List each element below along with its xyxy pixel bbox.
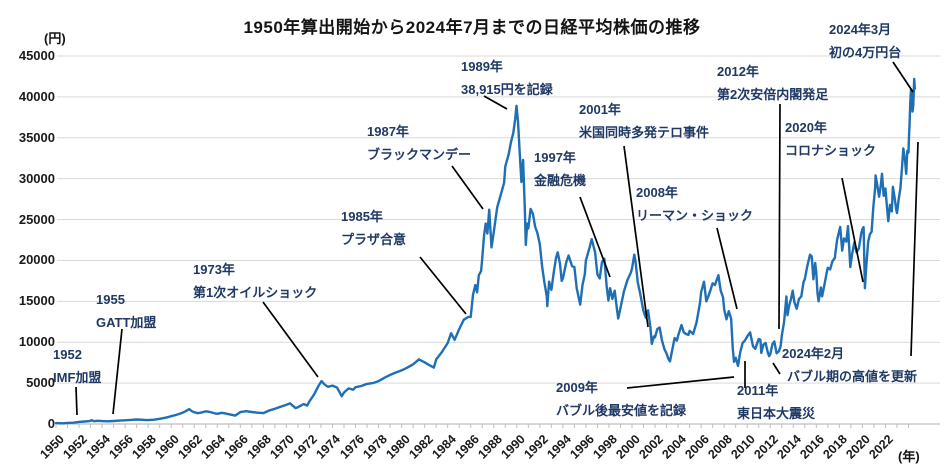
annotation-year: 2008年 [636,185,678,200]
leader-line-2024年3月 [892,61,914,93]
leader-line-1952 [75,386,78,416]
annotation-1987-black-monday: 1987年 ブラックマンデー [367,120,471,166]
annotation-year: 2009年 [556,380,598,395]
annotation-year: 2011年 [737,383,779,398]
leader-line-1985年 [419,256,467,315]
nikkei-price-line [54,77,916,425]
y-tick-label-20000: 20000 [18,252,55,268]
annotation-year: 2012年 [717,64,759,79]
annotation-leader-lines [75,61,919,416]
annotation-year: 1989年 [461,59,503,74]
chart-title: 1950年算出開始から2024年7月までの日経平均株価の推移 [243,18,701,37]
x-axis [55,423,940,428]
annotation-event: プラザ合意 [341,232,407,247]
y-tick-label-40000: 40000 [18,88,55,104]
y-tick-label-30000: 30000 [18,170,55,186]
annotation-event: 金融危機 [534,173,587,188]
leader-line-1955 [112,328,123,415]
annotation-event: コロナショック [785,143,877,158]
leader-line-1973年 [262,301,319,378]
annotation-1985-plaza-accord: 1985年 プラザ合意 [341,205,406,251]
leader-line-2012年 [778,103,781,330]
annotation-year: 2024年3月 [829,22,892,37]
annotation-year: 1973年 [193,262,235,277]
annotation-1973-oil-shock: 1973年 第1次オイルショック [193,258,317,304]
annotation-event: バブル期の高値を更新 [787,369,918,384]
y-tick-label-5000: 5000 [26,375,55,391]
annotation-year: 1987年 [367,124,409,139]
annotation-1952-imf: 1952 IMF加盟 [53,343,101,389]
annotation-event: GATT加盟 [96,315,157,330]
annotation-1997-financial-crisis: 1997年 金融危機 [534,146,586,192]
nikkei-price-polyline [54,77,916,425]
annotation-event: バブル後最安値を記録 [556,403,687,418]
y-axis-unit-label: (円) [44,31,66,46]
annotation-year: 1955 [96,292,125,307]
annotation-event: 38,915円を記録 [461,82,553,97]
annotation-year: 1985年 [341,209,383,224]
y-tick-label-25000: 25000 [18,211,55,227]
annotation-1989-record-high: 1989年 38,915円を記録 [461,55,553,101]
annotation-event: IMF加盟 [53,370,102,385]
leader-line-1997年 [579,196,611,278]
y-tick-label-0: 0 [47,416,55,431]
y-tick-label-15000: 15000 [18,293,55,309]
annotation-year: 1997年 [534,150,576,165]
leader-line-2008年 [716,227,738,310]
annotation-year: 1952 [53,347,82,362]
leader-line-2024年2月 [910,141,919,357]
leader-line-2001年 [623,145,649,328]
annotation-2009-post-bubble-low: 2009年 バブル後最安値を記録 [556,376,686,422]
leader-line-2009年 [626,376,735,389]
y-tick-label-10000: 10000 [18,334,55,350]
leader-line-1987年 [451,165,484,210]
annotation-event: リーマン・ショック [636,208,754,223]
y-tick-label-45000: 45000 [18,48,55,63]
annotation-year: 2024年2月 [782,346,845,361]
leader-line-2020年 [841,177,864,283]
annotation-event: 第2次安倍内閣発足 [717,87,829,102]
annotation-event: 米国同時多発テロ事件 [579,125,710,140]
x-axis-unit-label: (年) [898,449,920,464]
annotation-2020-corona-shock: 2020年 コロナショック [785,116,876,162]
annotation-2024mar-first-40000: 2024年3月 初の4万円台 [829,18,901,64]
annotation-year: 2001年 [579,102,621,117]
annotation-event: ブラックマンデー [367,147,472,162]
annotation-2001-september-11: 2001年 米国同時多発テロ事件 [579,98,709,144]
annotation-2012-abe-cabinet: 2012年 第2次安倍内閣発足 [717,60,828,106]
annotation-1955-gatt: 1955 GATT加盟 [96,288,156,334]
annotation-event: 初の4万円台 [829,45,902,60]
leader-line-1989年 [483,95,508,110]
annotation-2011-tohoku-earthquake: 2011年 東日本大震災 [737,379,815,425]
annotation-event: 東日本大震災 [737,406,816,421]
annotation-2008-lehman-shock: 2008年 リーマン・ショック [636,181,753,227]
annotation-event: 第1次オイルショック [193,285,318,300]
gridlines [57,55,940,384]
y-tick-label-35000: 35000 [18,129,55,145]
annotation-year: 2020年 [785,120,827,135]
leader-line-2024年2月 [772,362,781,375]
annotation-2024feb-bubble-high-update: 2024年2月 バブル期の高値を更新 [782,342,917,388]
